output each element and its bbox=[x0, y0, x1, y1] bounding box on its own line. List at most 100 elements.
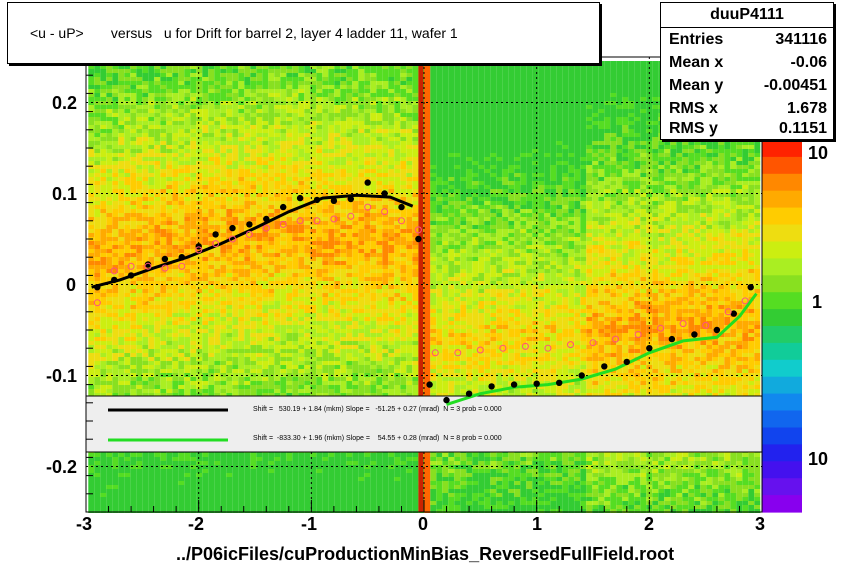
heatmap-cell bbox=[160, 165, 167, 169]
heatmap-cell bbox=[322, 173, 329, 177]
heatmap-cell bbox=[106, 265, 113, 269]
heatmap-cell bbox=[118, 501, 125, 505]
heatmap-cell bbox=[262, 101, 269, 105]
heatmap-cell bbox=[178, 161, 185, 165]
heatmap-cell bbox=[166, 377, 173, 381]
heatmap-cell bbox=[154, 281, 161, 285]
heatmap-cell bbox=[106, 109, 113, 113]
heatmap-cell bbox=[328, 393, 335, 397]
heatmap-cell bbox=[166, 221, 173, 225]
heatmap-cell bbox=[100, 229, 107, 233]
heatmap-cell bbox=[262, 109, 269, 113]
heatmap-cell bbox=[268, 137, 275, 141]
heatmap-cell bbox=[130, 485, 137, 489]
heatmap-cell bbox=[100, 121, 107, 125]
heatmap-cell bbox=[172, 121, 179, 125]
heatmap-cell bbox=[172, 313, 179, 317]
heatmap-cell bbox=[196, 461, 203, 465]
heatmap-cell bbox=[226, 321, 233, 325]
heatmap-cell bbox=[238, 113, 245, 117]
heatmap-cell bbox=[94, 277, 101, 281]
heatmap-cell bbox=[262, 193, 269, 197]
heatmap-cell bbox=[310, 133, 317, 137]
heatmap-cell bbox=[154, 173, 161, 177]
heatmap-cell bbox=[274, 117, 281, 121]
heatmap-cell bbox=[100, 125, 107, 129]
heatmap-cell bbox=[100, 337, 107, 341]
heatmap-cell bbox=[268, 461, 275, 465]
heatmap-cell bbox=[118, 81, 125, 85]
heatmap-cell bbox=[244, 165, 251, 169]
heatmap-cell bbox=[160, 485, 167, 489]
heatmap-cell bbox=[100, 89, 107, 93]
heatmap-cell bbox=[208, 201, 215, 205]
heatmap-cell bbox=[118, 321, 125, 325]
heatmap-cell bbox=[226, 453, 233, 457]
heatmap-cell bbox=[88, 189, 95, 193]
heatmap-cell bbox=[136, 165, 143, 169]
heatmap-cell bbox=[328, 277, 335, 281]
heatmap-cell bbox=[346, 393, 353, 397]
heatmap-cell bbox=[136, 493, 143, 497]
heatmap-cell bbox=[94, 305, 101, 309]
heatmap-cell bbox=[346, 117, 353, 121]
heatmap-cell bbox=[334, 137, 341, 141]
heatmap-cell bbox=[316, 185, 323, 189]
heatmap-cell bbox=[298, 297, 305, 301]
heatmap-cell bbox=[238, 289, 245, 293]
heatmap-cell bbox=[298, 165, 305, 169]
heatmap-cell bbox=[118, 297, 125, 301]
heatmap-cell bbox=[88, 229, 95, 233]
heatmap-cell bbox=[88, 289, 95, 293]
heatmap-cell bbox=[256, 381, 263, 385]
heatmap-cell bbox=[316, 169, 323, 173]
heatmap-cell bbox=[334, 485, 341, 489]
heatmap-cell bbox=[268, 481, 275, 485]
heatmap-cell bbox=[154, 297, 161, 301]
heatmap-cell bbox=[232, 381, 239, 385]
heatmap-cell bbox=[184, 241, 191, 245]
heatmap-cell bbox=[160, 349, 167, 353]
heatmap-cell bbox=[172, 125, 179, 129]
heatmap-cell bbox=[322, 261, 329, 265]
heatmap-cell bbox=[256, 249, 263, 253]
heatmap-cell bbox=[238, 357, 245, 361]
heatmap-cell bbox=[244, 353, 251, 357]
heatmap-cell bbox=[346, 225, 353, 229]
heatmap-cell bbox=[88, 245, 95, 249]
heatmap-cell bbox=[184, 509, 191, 513]
heatmap-cell bbox=[250, 137, 257, 141]
heatmap-cell bbox=[160, 233, 167, 237]
heatmap-cell bbox=[316, 381, 323, 385]
heatmap-cell bbox=[184, 189, 191, 193]
heatmap-cell bbox=[112, 73, 119, 77]
heatmap-cell bbox=[232, 389, 239, 393]
heatmap-cell bbox=[316, 453, 323, 457]
heatmap-cell bbox=[262, 285, 269, 289]
heatmap-cell bbox=[280, 365, 287, 369]
heatmap-cell bbox=[124, 457, 131, 461]
heatmap-cell bbox=[298, 225, 305, 229]
heatmap-cell bbox=[214, 457, 221, 461]
heatmap-cell bbox=[286, 465, 293, 469]
heatmap-cell bbox=[124, 117, 131, 121]
heatmap-cell bbox=[130, 85, 137, 89]
heatmap-cell bbox=[346, 245, 353, 249]
heatmap-cell bbox=[136, 369, 143, 373]
heatmap-cell bbox=[340, 225, 347, 229]
heatmap-cell bbox=[136, 117, 143, 121]
heatmap-cell bbox=[106, 341, 113, 345]
heatmap-cell bbox=[130, 165, 137, 169]
heatmap-cell bbox=[238, 389, 245, 393]
heatmap-cell bbox=[238, 89, 245, 93]
heatmap-cell bbox=[172, 77, 179, 81]
heatmap-cell bbox=[136, 205, 143, 209]
heatmap-cell bbox=[112, 261, 119, 265]
heatmap-cell bbox=[190, 309, 197, 313]
heatmap-cell bbox=[310, 353, 317, 357]
heatmap-cell bbox=[244, 145, 251, 149]
heatmap-cell bbox=[292, 301, 299, 305]
heatmap-cell bbox=[256, 325, 263, 329]
heatmap-cell bbox=[286, 245, 293, 249]
heatmap-cell bbox=[322, 501, 329, 505]
